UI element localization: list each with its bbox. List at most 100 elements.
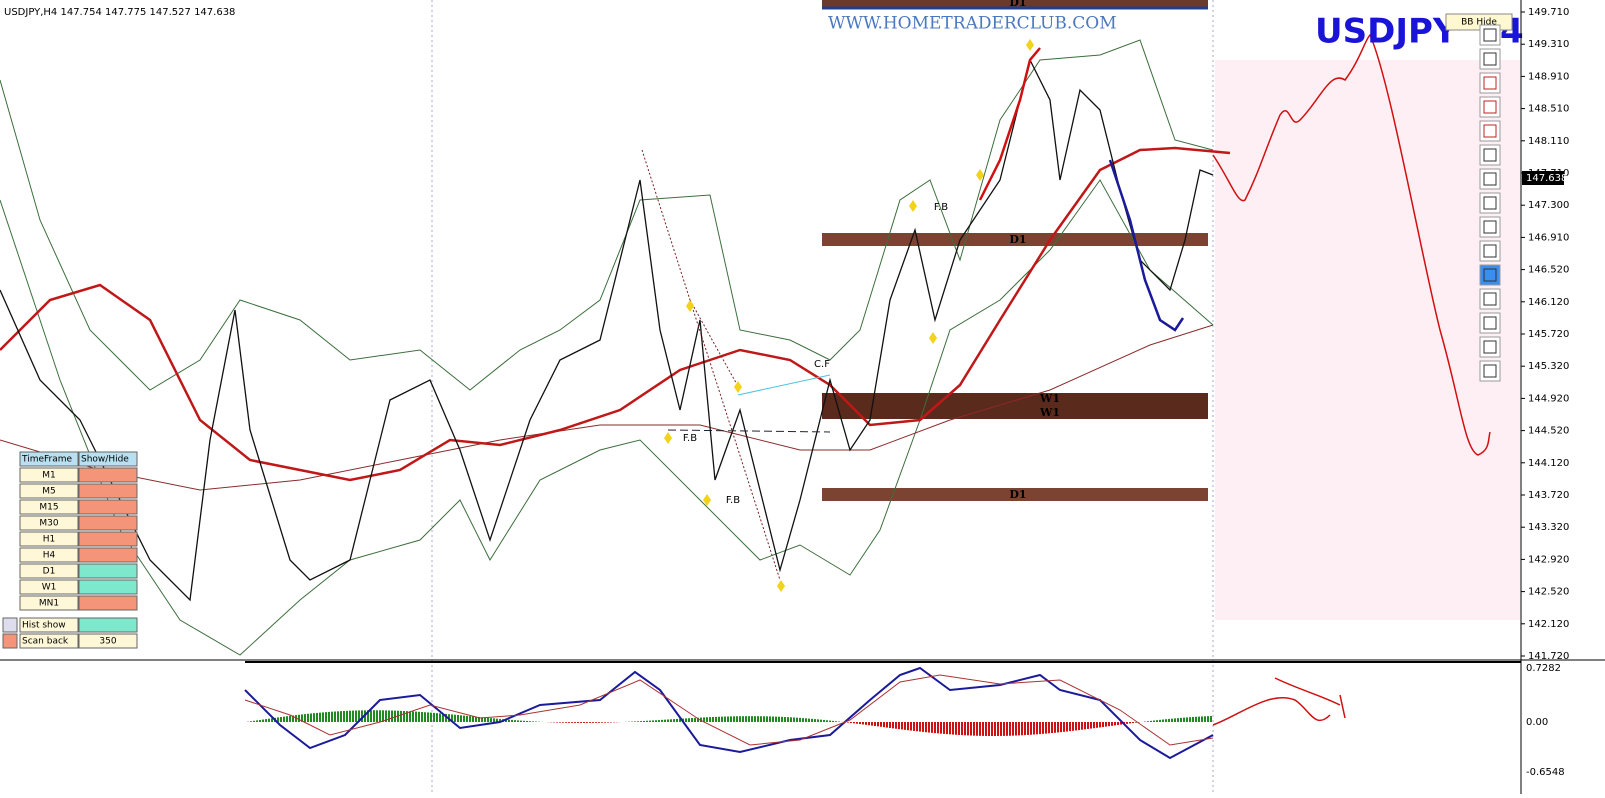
hist-bar: [1072, 722, 1074, 731]
hist-bar: [433, 713, 435, 722]
hist-bar: [1108, 722, 1110, 726]
hist-bar: [1012, 722, 1014, 736]
hist-bar: [349, 711, 351, 722]
price-label: 149.710: [1528, 7, 1569, 18]
hist-bar: [559, 722, 561, 723]
hist-toggle-icon[interactable]: [3, 618, 17, 632]
hist-bar: [595, 722, 597, 723]
volume-profile: [1215, 60, 1520, 620]
show-hide-toggle[interactable]: [79, 500, 137, 514]
price-label: 142.120: [1528, 619, 1569, 630]
hist-bar: [637, 721, 639, 722]
hist-bar: [607, 722, 609, 723]
hist-bar: [799, 718, 801, 722]
hist-bar: [736, 716, 738, 722]
hist-bar: [943, 722, 945, 734]
hist-bar: [373, 710, 375, 722]
scan-icon[interactable]: [3, 634, 17, 648]
hist-bar: [1174, 718, 1176, 722]
timeframe-name: M30: [39, 519, 58, 529]
hist-bar: [712, 717, 714, 722]
hist-bar: [454, 715, 456, 722]
hist-bar: [520, 721, 522, 722]
hist-bar: [877, 722, 879, 726]
hist-bar: [262, 720, 264, 722]
hist-bar: [1102, 722, 1104, 727]
hist-bar: [922, 722, 924, 732]
hist-bar: [808, 719, 810, 722]
toolbar-button[interactable]: [1480, 121, 1500, 141]
hist-bar: [280, 717, 282, 722]
hist-bar: [601, 722, 603, 723]
hist-bar: [487, 718, 489, 722]
toolbar-button[interactable]: [1480, 169, 1500, 189]
hist-bar: [1045, 722, 1047, 734]
hist-bar: [1054, 722, 1056, 733]
toolbar-button[interactable]: [1480, 337, 1500, 357]
show-hide-toggle[interactable]: [79, 596, 137, 610]
hist-bar: [721, 717, 723, 722]
hist-bar: [1117, 722, 1119, 725]
hist-bar: [1105, 722, 1107, 727]
hist-bar: [1006, 722, 1008, 736]
show-hide-toggle[interactable]: [79, 580, 137, 594]
hist-bar: [253, 721, 255, 722]
hist-bar: [1171, 719, 1173, 722]
price-label: 145.720: [1528, 329, 1569, 340]
price-label: 148.110: [1528, 136, 1569, 147]
toolbar-button[interactable]: [1480, 313, 1500, 333]
show-hide-toggle[interactable]: [79, 548, 137, 562]
hist-bar: [517, 720, 519, 722]
price-label: 144.120: [1528, 458, 1569, 469]
hist-bar: [322, 712, 324, 722]
toolbar-button[interactable]: [1480, 25, 1500, 45]
hist-bar: [256, 720, 258, 722]
hist-bar: [829, 721, 831, 722]
hist-bar: [907, 722, 909, 730]
toolbar-button[interactable]: [1480, 49, 1500, 69]
hist-bar: [523, 721, 525, 722]
toolbar-button[interactable]: [1480, 217, 1500, 237]
show-hide-toggle[interactable]: [79, 468, 137, 482]
hist-bar: [925, 722, 927, 732]
hist-bar: [733, 716, 735, 722]
hist-bar: [931, 722, 933, 733]
hist-bar: [937, 722, 939, 733]
hist-bar: [955, 722, 957, 735]
toolbar-button[interactable]: [1480, 97, 1500, 117]
hist-bar: [832, 721, 834, 722]
hist-show-button[interactable]: [79, 618, 137, 632]
zone-label: W1: [1039, 406, 1060, 419]
hist-bar: [1030, 722, 1032, 735]
pattern-label: F.B: [934, 202, 948, 213]
hist-bar: [859, 722, 861, 724]
toolbar-button[interactable]: [1480, 145, 1500, 165]
hist-bar: [868, 722, 870, 725]
show-hide-toggle[interactable]: [79, 484, 137, 498]
hist-bar: [1099, 722, 1101, 727]
timeframe-panel: TimeFrame Show/Hide Hist show Scan back …: [3, 452, 137, 648]
toolbar-button[interactable]: [1480, 241, 1500, 261]
toolbar-button[interactable]: [1480, 193, 1500, 213]
toolbar-button[interactable]: [1480, 73, 1500, 93]
hist-bar: [1189, 717, 1191, 722]
toolbar-button[interactable]: [1480, 289, 1500, 309]
hist-bar: [811, 719, 813, 722]
hist-bar: [961, 722, 963, 735]
hist-bar: [1060, 722, 1062, 732]
hist-bar: [946, 722, 948, 734]
hist-bar: [598, 722, 600, 723]
toolbar-button[interactable]: [1480, 361, 1500, 381]
hist-bar: [916, 722, 918, 731]
indicator-axis-label: 0.7282: [1526, 663, 1561, 674]
hist-bar: [760, 716, 762, 722]
hist-bar: [313, 713, 315, 722]
toolbar-button[interactable]: [1480, 265, 1500, 285]
show-hide-toggle[interactable]: [79, 516, 137, 530]
current-price: 147.638: [1526, 173, 1567, 184]
hist-bar: [439, 713, 441, 722]
show-hide-toggle[interactable]: [79, 532, 137, 546]
hist-bar: [742, 716, 744, 722]
hist-bar: [1093, 722, 1095, 728]
show-hide-toggle[interactable]: [79, 564, 137, 578]
